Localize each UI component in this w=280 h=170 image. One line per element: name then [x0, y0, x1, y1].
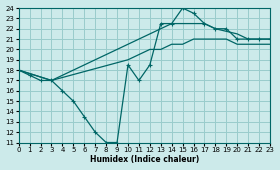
- X-axis label: Humidex (Indice chaleur): Humidex (Indice chaleur): [90, 155, 199, 164]
